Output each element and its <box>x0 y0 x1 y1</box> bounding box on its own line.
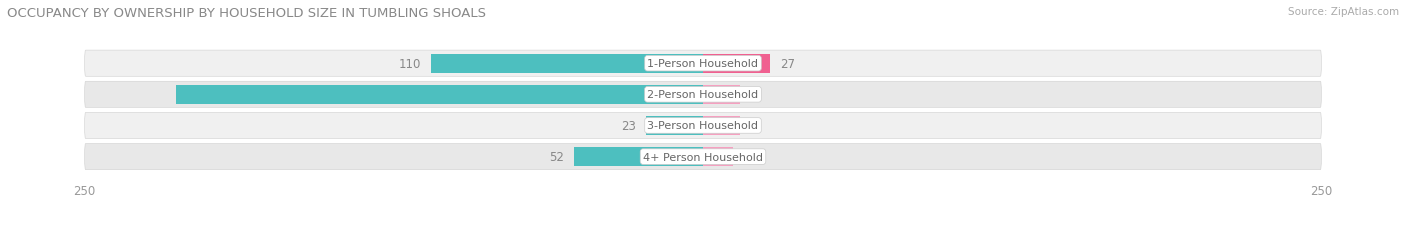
Legend: Owner-occupied, Renter-occupied: Owner-occupied, Renter-occupied <box>579 228 827 231</box>
Bar <box>430 54 703 73</box>
Text: 52: 52 <box>550 150 564 163</box>
FancyBboxPatch shape <box>84 82 1322 108</box>
FancyBboxPatch shape <box>84 51 1322 77</box>
Bar <box>703 116 740 136</box>
Text: 110: 110 <box>399 58 420 70</box>
Bar <box>647 116 703 136</box>
FancyBboxPatch shape <box>84 113 1322 139</box>
Text: OCCUPANCY BY OWNERSHIP BY HOUSEHOLD SIZE IN TUMBLING SHOALS: OCCUPANCY BY OWNERSHIP BY HOUSEHOLD SIZE… <box>7 7 486 20</box>
Bar <box>703 54 769 73</box>
Bar <box>703 147 733 167</box>
Text: 1-Person Household: 1-Person Household <box>648 59 758 69</box>
Text: 0: 0 <box>742 150 749 163</box>
Text: 213: 213 <box>668 88 690 101</box>
Text: 3-Person Household: 3-Person Household <box>648 121 758 131</box>
Bar <box>575 147 703 167</box>
Text: 23: 23 <box>621 119 636 132</box>
Text: Source: ZipAtlas.com: Source: ZipAtlas.com <box>1288 7 1399 17</box>
Bar <box>703 85 740 104</box>
Text: 2-Person Household: 2-Person Household <box>647 90 759 100</box>
Bar <box>176 85 703 104</box>
Text: 0: 0 <box>749 119 758 132</box>
Text: 4+ Person Household: 4+ Person Household <box>643 152 763 162</box>
Text: 0: 0 <box>749 88 758 101</box>
FancyBboxPatch shape <box>84 144 1322 170</box>
Text: 27: 27 <box>780 58 794 70</box>
